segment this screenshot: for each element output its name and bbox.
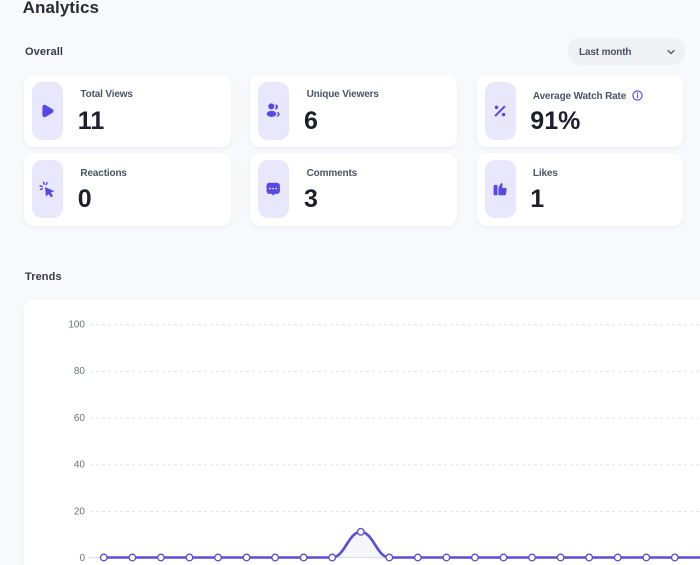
svg-text:20: 20 xyxy=(74,506,86,517)
svg-text:0: 0 xyxy=(79,553,85,564)
svg-text:80: 80 xyxy=(74,366,86,377)
svg-text:100: 100 xyxy=(68,320,85,331)
svg-text:40: 40 xyxy=(74,460,86,471)
svg-text:60: 60 xyxy=(74,413,86,424)
